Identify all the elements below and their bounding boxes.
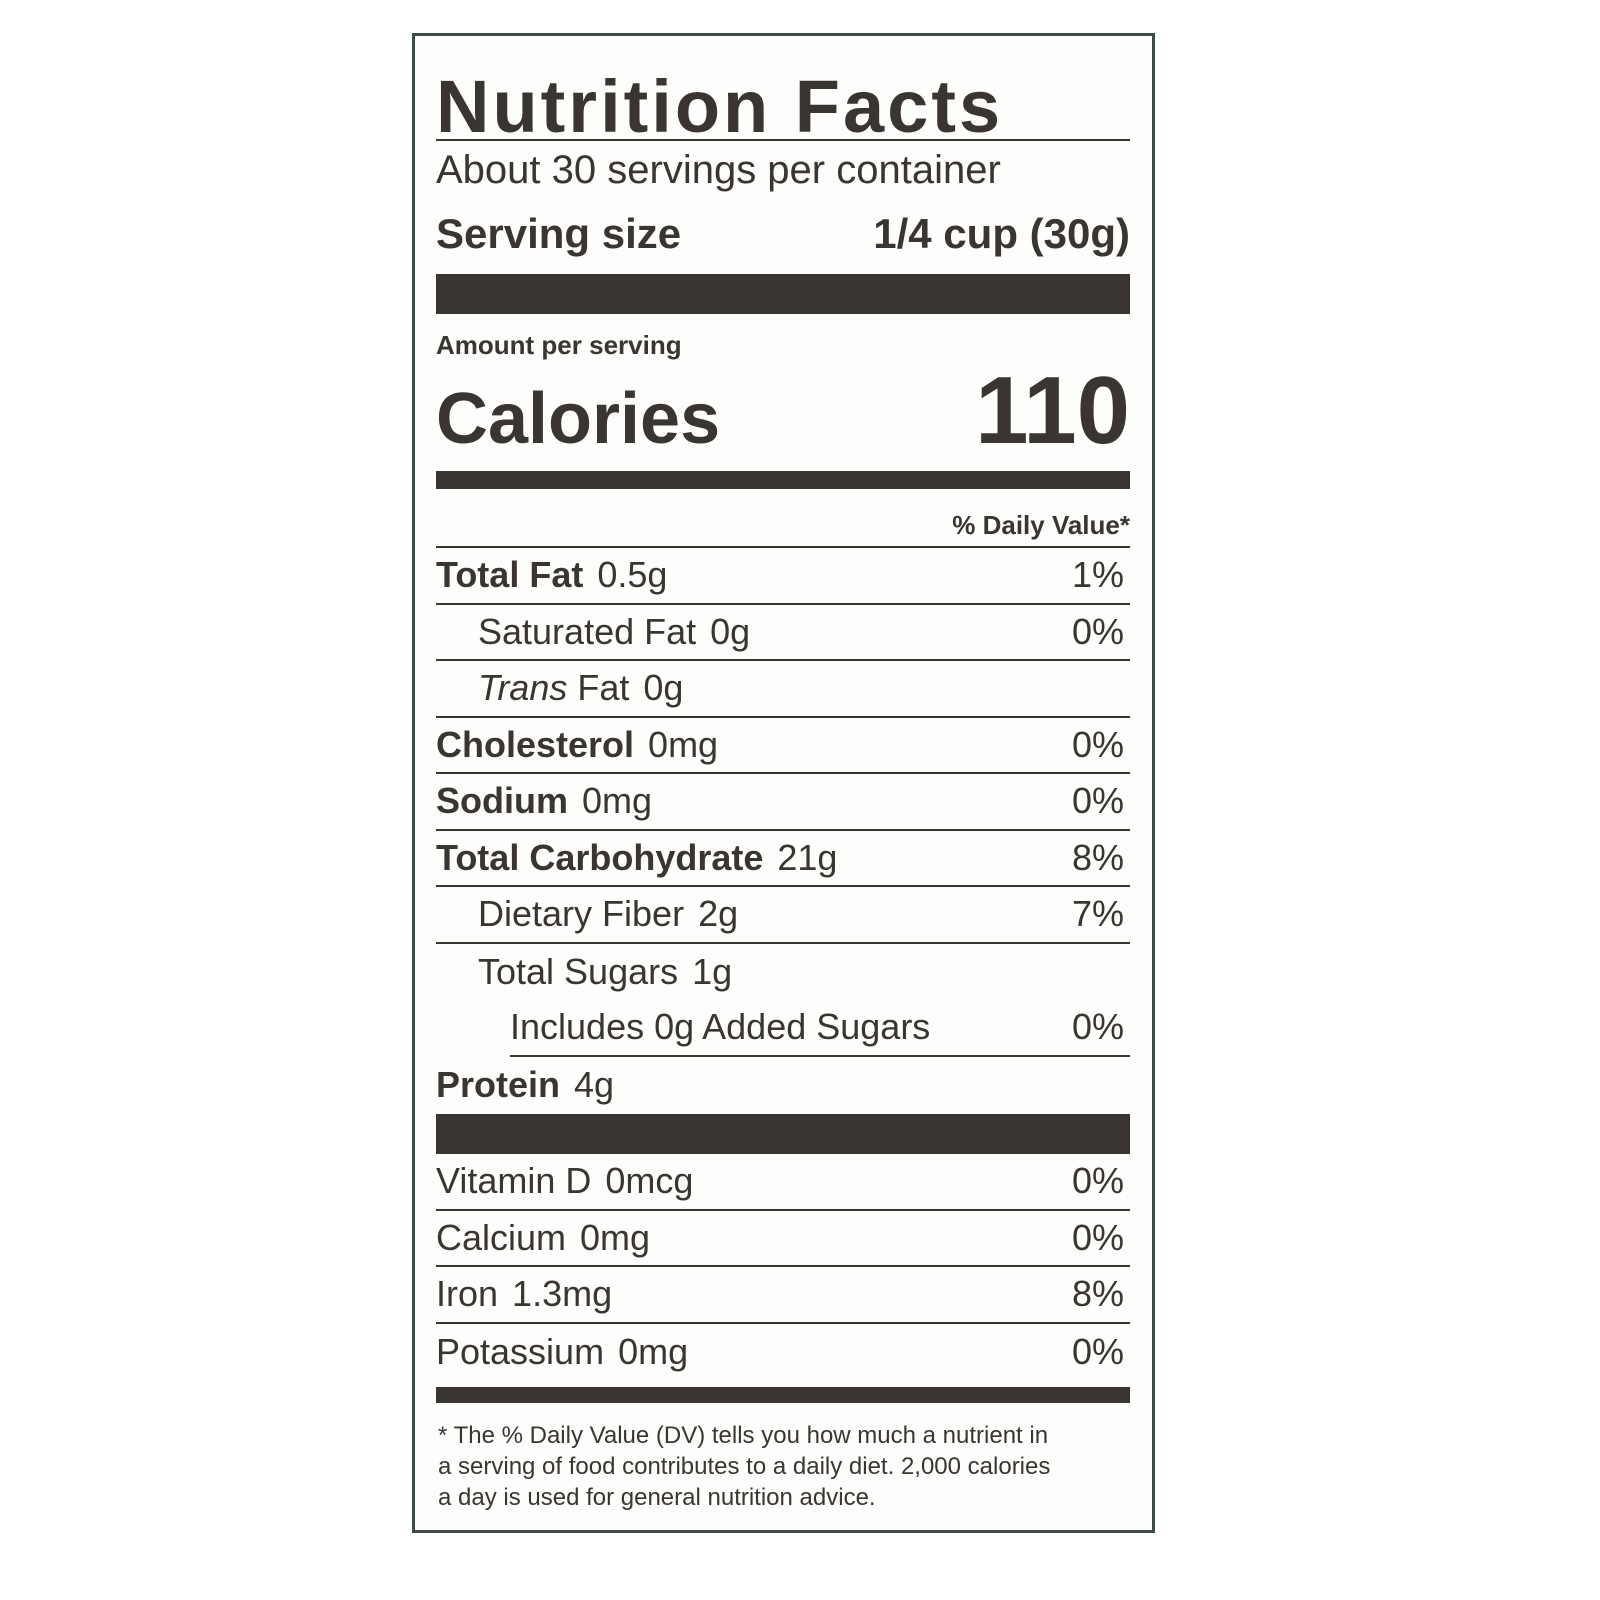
nutrient-row: Saturated Fat 0g 0% <box>436 605 1130 661</box>
nutrient-list: Total Fat 0.5g 1% Saturated Fat 0g 0% Trans Fa… <box>436 548 1130 1113</box>
nutrient-name: Calcium 0mg <box>436 1217 650 1259</box>
nutrient-amount: 0g <box>710 610 751 652</box>
daily-value: 8% <box>1071 836 1124 878</box>
nutrient-name: Potassium 0mg <box>436 1331 688 1373</box>
nutrient-name: Iron 1.3mg <box>436 1273 612 1315</box>
nutrition-label: Nutrition Facts About 30 servings per co… <box>412 33 1155 1533</box>
nutrient-row: Includes 0g Added Sugars 0% <box>510 1000 1130 1057</box>
vitamin-list: Vitamin D 0mcg 0% Calcium 0mg 0% Iron 1.3mg 8% Po… <box>436 1154 1130 1380</box>
nutrient-row: Calcium 0mg 0% <box>436 1211 1130 1267</box>
nutrient-row: Iron 1.3mg 8% <box>436 1267 1130 1324</box>
nutrient-row: Total Carbohydrate 21g 8% <box>436 831 1130 887</box>
daily-value: 0% <box>1071 1160 1124 1202</box>
nutrient-name: Total Fat 0.5g <box>436 554 667 596</box>
nutrient-label: Dietary Fiber <box>478 893 685 935</box>
nutrient-name: Vitamin D 0mcg <box>436 1160 693 1202</box>
nutrient-row: Vitamin D 0mcg 0% <box>436 1154 1130 1211</box>
medium-bar <box>436 471 1130 489</box>
nutrient-row: Sodium 0mg 0% <box>436 774 1130 831</box>
daily-value: 0% <box>1071 1330 1124 1372</box>
nutrient-amount: 0.5g <box>597 554 668 596</box>
nutrient-amount: 21g <box>777 836 838 878</box>
nutrient-label: Potassium <box>436 1330 605 1372</box>
daily-value: 1% <box>1071 554 1124 596</box>
nutrient-row: Dietary Fiber 2g 7% <box>436 887 1130 944</box>
nutrient-name: Dietary Fiber 2g <box>478 893 738 935</box>
nutrient-amount: 0mg <box>648 723 719 765</box>
nutrient-row: Cholesterol 0mg 0% <box>436 718 1130 774</box>
nutrient-row: Protein 4g <box>436 1057 1130 1114</box>
medium-bar <box>436 1387 1130 1403</box>
daily-value-header: % Daily Value* <box>952 510 1130 540</box>
nutrient-label: Protein <box>436 1063 561 1105</box>
serving-size-label: Serving size <box>436 210 682 257</box>
nutrient-label: Total Fat <box>436 554 584 596</box>
serving-size-value: 1/4 cup (30g) <box>873 210 1130 257</box>
thick-bar <box>436 274 1130 314</box>
daily-value: 0% <box>1071 1216 1124 1258</box>
nutrient-label: Vitamin D <box>436 1160 592 1202</box>
nutrient-name: Total Sugars 1g <box>478 951 732 993</box>
rule <box>436 546 1130 548</box>
nutrient-row: Potassium 0mg 0% <box>436 1324 1130 1381</box>
daily-value: 0% <box>1071 610 1124 652</box>
nutrient-row: Total Sugars 1g <box>436 944 1130 1001</box>
nutrient-amount: 1g <box>692 950 733 992</box>
nutrient-amount: 2g <box>698 893 739 935</box>
nutrient-label: Iron <box>436 1273 499 1315</box>
footnote: * The % Daily Value (DV) tells you how m… <box>438 1422 1051 1511</box>
nutrient-name: Total Carbohydrate 21g <box>436 837 837 879</box>
nutrient-row: Total Fat 0.5g 1% <box>436 548 1130 605</box>
calories-value: 110 <box>975 357 1130 464</box>
nutrient-label: Calcium <box>436 1216 567 1258</box>
nutrient-amount: 0g <box>643 667 684 709</box>
nutrient-amount: 1.3mg <box>512 1273 613 1315</box>
nutrient-name: Protein 4g <box>436 1064 614 1106</box>
nutrient-amount: 4g <box>574 1063 615 1105</box>
serving-size: Serving size 1/4 cup (30g) <box>436 210 1130 258</box>
nutrient-name: Trans Fat 0g <box>478 667 683 709</box>
daily-value: 0% <box>1071 1006 1124 1048</box>
nutrient-label: Sodium <box>436 780 568 822</box>
nutrient-label: Total Sugars <box>478 950 679 992</box>
nutrient-label: Saturated Fat <box>478 610 697 652</box>
nutrient-name: Includes 0g Added Sugars <box>510 1006 930 1048</box>
amount-per-serving: Amount per serving <box>436 330 682 360</box>
title: Nutrition Facts <box>436 65 1004 148</box>
nutrient-name: Sodium 0mg <box>436 780 652 822</box>
calories-label: Calories <box>436 379 721 459</box>
daily-value: 0% <box>1071 780 1124 822</box>
nutrient-label: Includes 0g Added Sugars <box>510 1006 931 1048</box>
nutrient-amount: 0mcg <box>605 1160 694 1202</box>
nutrient-amount: 0mg <box>618 1330 689 1372</box>
daily-value: 7% <box>1071 893 1124 935</box>
nutrient-name: Saturated Fat 0g <box>478 611 750 653</box>
nutrient-label: Fat <box>577 667 630 709</box>
nutrient-label: Cholesterol <box>436 723 635 765</box>
nutrient-amount: 0mg <box>580 1216 651 1258</box>
calories: Calories 110 <box>436 356 1130 466</box>
rule <box>436 139 1130 141</box>
nutrient-name: Cholesterol 0mg <box>436 724 718 766</box>
nutrient-row: Trans Fat 0g <box>436 661 1130 718</box>
nutrient-amount: 0mg <box>582 780 653 822</box>
servings: About 30 servings per container <box>436 148 1001 192</box>
nutrient-label: Total Carbohydrate <box>436 836 764 878</box>
daily-value: 8% <box>1071 1273 1124 1315</box>
daily-value: 0% <box>1071 723 1124 765</box>
nutrient-label-italic: Trans <box>478 667 568 709</box>
thick-bar <box>436 1114 1130 1154</box>
